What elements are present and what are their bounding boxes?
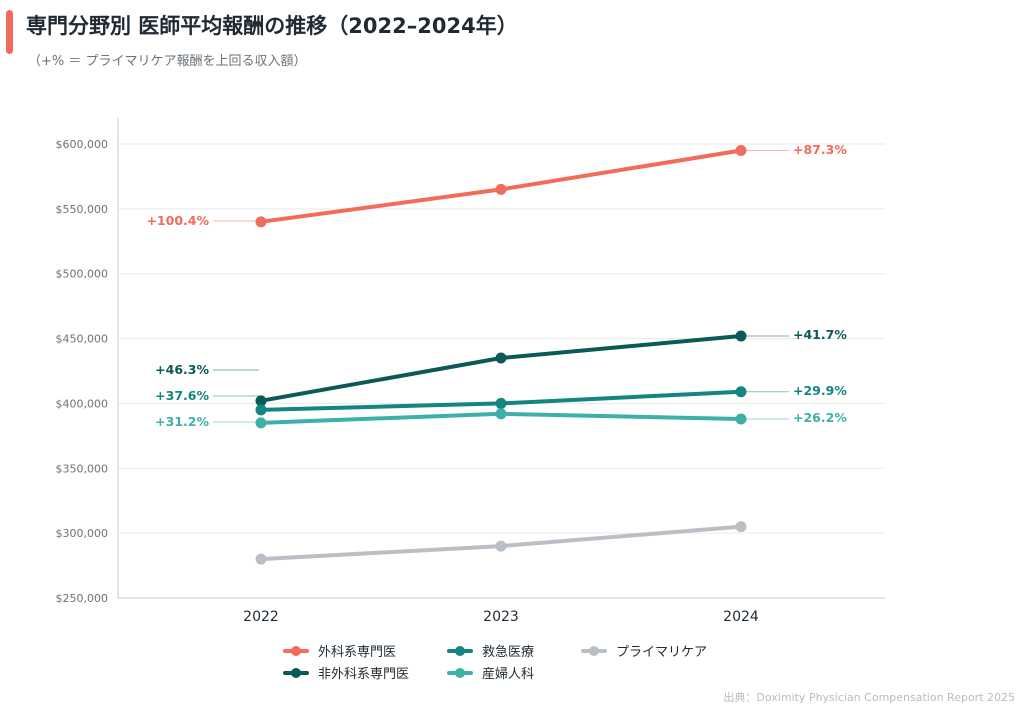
data-point	[495, 408, 507, 420]
data-point	[495, 540, 507, 552]
start-annotation-label: +46.3%	[155, 362, 209, 377]
data-point	[495, 183, 507, 195]
data-point	[735, 144, 747, 156]
legend-label: 産婦人科	[482, 666, 534, 682]
data-point	[255, 553, 267, 565]
legend-label: 外科系専門医	[318, 645, 396, 660]
legend-swatch-marker	[291, 646, 301, 656]
y-tick-label: $500,000	[56, 268, 109, 281]
data-point	[495, 352, 507, 364]
source-note: 出典：Doximity Physician Compensation Repor…	[723, 691, 1015, 704]
y-tick-label: $400,000	[56, 397, 109, 410]
end-annotation-label: +87.3%	[793, 142, 847, 157]
start-annotation-label: +100.4%	[146, 213, 209, 228]
chart-subtitle: （+% ＝ プライマリケア報酬を上回る収入額）	[28, 54, 307, 69]
x-tick-label: 2022	[243, 609, 279, 625]
y-tick-label: $350,000	[56, 462, 109, 475]
data-point	[255, 417, 267, 429]
x-tick-label: 2023	[483, 609, 519, 625]
y-tick-label: $300,000	[56, 527, 109, 540]
data-point	[255, 216, 267, 228]
data-point	[735, 330, 747, 342]
data-point	[255, 395, 267, 407]
data-point	[735, 413, 747, 425]
legend-label: 非外科系専門医	[318, 667, 409, 682]
legend-swatch-marker	[455, 668, 465, 678]
data-point	[255, 404, 267, 416]
legend-swatch-marker	[455, 646, 465, 656]
end-annotation-label: +41.7%	[793, 327, 847, 342]
legend-label: プライマリケア	[616, 645, 707, 660]
y-tick-label: $450,000	[56, 333, 109, 346]
legend-swatch-marker	[589, 646, 599, 656]
data-point	[735, 521, 747, 533]
chart-title: 専門分野別 医師平均報酬の推移（2022–2024年）	[26, 14, 518, 38]
data-point	[495, 397, 507, 409]
x-tick-label: 2024	[723, 609, 759, 625]
legend-swatch-marker	[291, 668, 301, 678]
start-annotation-label: +37.6%	[155, 388, 209, 403]
start-annotation-label: +31.2%	[155, 414, 209, 429]
end-annotation-label: +26.2%	[793, 410, 847, 425]
series-line	[259, 333, 743, 403]
data-point	[735, 386, 747, 398]
y-tick-label: $250,000	[56, 592, 109, 605]
end-annotation-label: +29.9%	[793, 383, 847, 398]
y-tick-label: $550,000	[56, 203, 109, 216]
y-tick-label: $600,000	[56, 138, 109, 151]
title-accent-bar	[6, 10, 13, 54]
legend-label: 救急医療	[482, 644, 534, 660]
